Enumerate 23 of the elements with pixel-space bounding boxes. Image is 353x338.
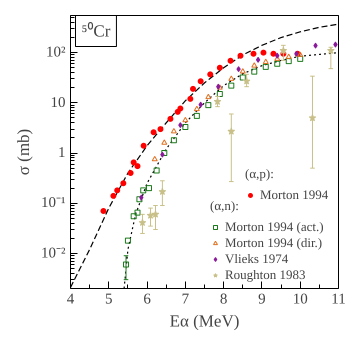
x-tick-label: 8 xyxy=(220,292,228,308)
y-tick-label: 10⁻¹ xyxy=(41,195,66,212)
legend-label: Morton 1994 (dir.) xyxy=(225,235,322,251)
legend-label: Roughton 1983 xyxy=(225,267,306,283)
x-axis-title: Eα (MeV) xyxy=(170,312,240,330)
y-tick-label: 10⁻² xyxy=(41,245,66,262)
annotation: (α,n): xyxy=(210,198,239,213)
legend-label: Morton 1994 xyxy=(260,187,328,203)
y-tick-label: 10² xyxy=(46,44,66,61)
annotation: (α,p): xyxy=(245,166,275,182)
y-axis-title: σ (mb) xyxy=(14,128,34,176)
x-tick-label: 4 xyxy=(66,292,75,308)
x-tick-label: 6 xyxy=(143,292,152,308)
x-tick-label: 11 xyxy=(331,292,346,308)
legend-label: Morton 1994 (act.) xyxy=(225,219,324,235)
x-tick-label: 5 xyxy=(105,292,113,308)
legend-label: Vlieks 1974 xyxy=(225,251,288,267)
annotation: ⁵⁰Cr xyxy=(82,22,111,40)
y-tick-label: 1 xyxy=(58,145,66,162)
x-tick-label: 7 xyxy=(182,292,190,308)
x-tick-label: 9 xyxy=(258,292,266,308)
y-tick-label: 10 xyxy=(50,94,66,111)
x-tick-label: 10 xyxy=(292,292,308,308)
